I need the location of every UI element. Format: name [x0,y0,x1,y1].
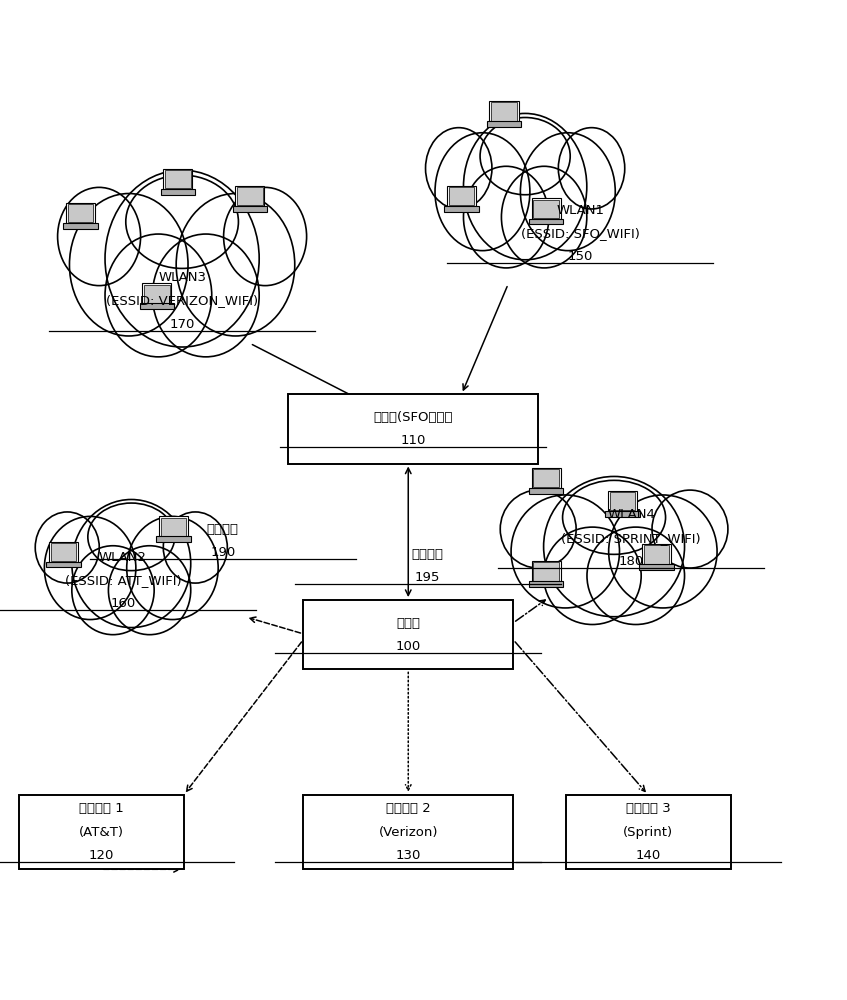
FancyBboxPatch shape [566,795,731,869]
FancyBboxPatch shape [608,491,637,511]
FancyBboxPatch shape [532,198,561,219]
FancyArrowPatch shape [463,287,507,390]
Text: WLAN3: WLAN3 [158,271,206,284]
FancyBboxPatch shape [47,562,80,567]
Text: WLAN2: WLAN2 [99,551,147,564]
FancyBboxPatch shape [449,187,474,205]
FancyBboxPatch shape [161,518,186,536]
FancyArrowPatch shape [515,642,645,791]
FancyBboxPatch shape [487,121,521,127]
FancyBboxPatch shape [532,561,561,581]
FancyBboxPatch shape [140,303,174,309]
FancyBboxPatch shape [532,468,561,488]
FancyBboxPatch shape [68,204,93,222]
Text: 解除认证: 解除认证 [412,548,444,561]
FancyBboxPatch shape [235,186,264,206]
FancyBboxPatch shape [64,223,97,229]
FancyBboxPatch shape [639,564,673,570]
Text: 关联请求: 关联请求 [207,523,239,536]
FancyArrowPatch shape [406,672,411,790]
FancyBboxPatch shape [491,102,517,121]
FancyBboxPatch shape [144,285,169,303]
FancyBboxPatch shape [445,206,479,212]
Text: 100: 100 [396,640,421,653]
Text: 150: 150 [567,250,593,263]
FancyBboxPatch shape [165,170,191,188]
Text: 170: 170 [169,318,195,331]
FancyBboxPatch shape [529,488,563,494]
FancyBboxPatch shape [159,516,188,536]
FancyBboxPatch shape [142,283,171,303]
FancyBboxPatch shape [642,544,671,564]
FancyArrowPatch shape [516,600,545,621]
Text: 140: 140 [636,849,661,862]
Text: (ESSID: SPRINT_WIFI): (ESSID: SPRINT_WIFI) [562,532,700,545]
FancyBboxPatch shape [233,206,267,212]
Text: WLAN1: WLAN1 [556,204,604,217]
FancyBboxPatch shape [529,581,563,587]
FancyBboxPatch shape [529,219,563,224]
FancyBboxPatch shape [288,394,538,464]
Text: WLAN4: WLAN4 [607,508,655,521]
Text: (ESSID: SFO_WIFI): (ESSID: SFO_WIFI) [521,227,639,240]
Text: (ESSID: VERIZON_WIFI): (ESSID: VERIZON_WIFI) [106,294,258,307]
FancyBboxPatch shape [534,469,559,487]
FancyBboxPatch shape [534,200,559,218]
Text: 数据区域 1: 数据区域 1 [79,802,124,815]
FancyBboxPatch shape [534,562,559,581]
Text: (ESSID: ATT_WIFI): (ESSID: ATT_WIFI) [64,574,181,587]
FancyBboxPatch shape [303,795,513,869]
FancyBboxPatch shape [163,169,192,189]
FancyArrowPatch shape [252,345,411,426]
FancyArrowPatch shape [186,642,302,791]
Text: (Verizon): (Verizon) [379,826,438,839]
FancyBboxPatch shape [606,511,639,517]
FancyBboxPatch shape [447,186,476,206]
Text: 数据区域 3: 数据区域 3 [626,802,671,815]
Text: 190: 190 [210,546,235,559]
Text: (Sprint): (Sprint) [623,826,673,839]
FancyBboxPatch shape [610,492,635,510]
FancyBboxPatch shape [66,203,95,223]
Text: 160: 160 [110,597,136,610]
Text: 数据区域 2: 数据区域 2 [386,802,430,815]
Text: 195: 195 [415,571,440,584]
Text: 180: 180 [618,555,644,568]
Text: (AT&T): (AT&T) [79,826,124,839]
FancyBboxPatch shape [490,101,518,121]
FancyBboxPatch shape [19,795,184,869]
FancyBboxPatch shape [49,542,78,562]
FancyBboxPatch shape [161,189,195,195]
Text: 130: 130 [396,849,421,862]
FancyBboxPatch shape [303,600,513,669]
Text: 120: 120 [89,849,113,862]
Text: 110: 110 [401,434,425,447]
FancyArrowPatch shape [250,617,301,633]
FancyBboxPatch shape [237,187,263,205]
FancyBboxPatch shape [644,545,669,564]
Text: 主区域(SFO机场）: 主区域(SFO机场） [374,411,452,424]
FancyArrowPatch shape [103,867,180,872]
FancyArrowPatch shape [406,468,411,595]
Text: 接入点: 接入点 [396,617,420,630]
FancyBboxPatch shape [157,536,191,542]
FancyBboxPatch shape [51,543,76,561]
